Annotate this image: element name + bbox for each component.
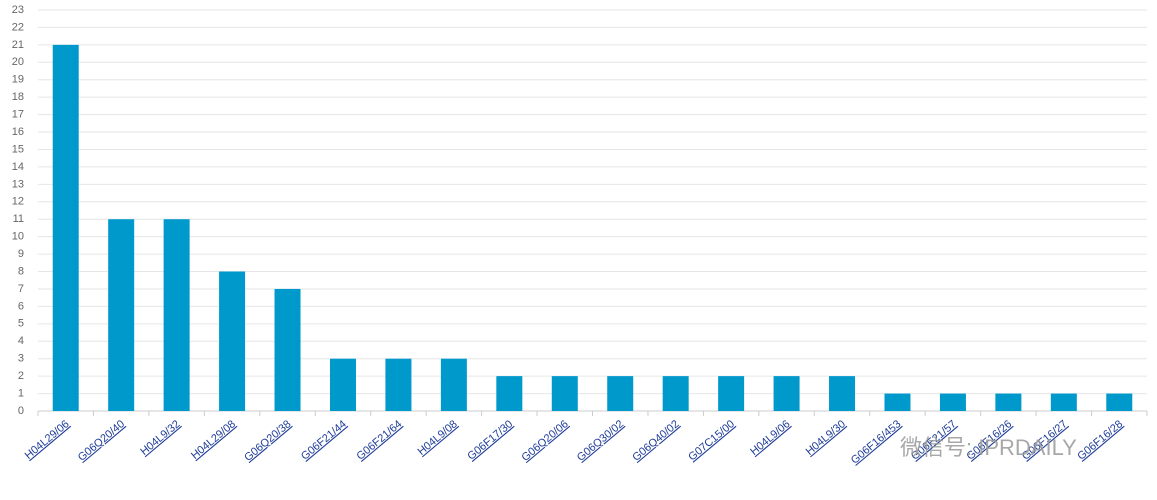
- y-tick-label: 14: [12, 161, 24, 173]
- x-tick-label: H04L29/08: [189, 418, 238, 462]
- x-tick-label: G06F16/453: [849, 418, 904, 467]
- y-tick-label: 23: [12, 4, 24, 16]
- y-tick-label: 4: [18, 335, 24, 347]
- y-tick-label: 21: [12, 39, 24, 51]
- x-tick-label: G06Q20/40: [76, 418, 127, 464]
- y-tick-label: 22: [12, 21, 24, 33]
- bar: [773, 376, 800, 411]
- y-tick-label: 18: [12, 91, 24, 103]
- y-tick-label: 15: [12, 143, 24, 155]
- x-tick-label: H04L9/32: [138, 418, 182, 458]
- bar: [219, 271, 246, 411]
- bar: [551, 376, 578, 411]
- bar: [884, 393, 911, 411]
- bar: [52, 44, 79, 411]
- y-tick-label: 1: [18, 387, 24, 399]
- x-tick-label: G06Q30/02: [575, 418, 626, 464]
- bar: [829, 376, 856, 411]
- y-tick-label: 17: [12, 109, 24, 121]
- bar: [718, 376, 745, 411]
- bar: [995, 393, 1022, 411]
- bar: [1050, 393, 1077, 411]
- y-tick-label: 9: [18, 248, 24, 260]
- x-tick-label: G06F16/28: [1075, 418, 1125, 463]
- bar: [939, 393, 966, 411]
- y-tick-label: 6: [18, 300, 24, 312]
- y-tick-label: 5: [18, 318, 24, 330]
- y-tick-label: 7: [18, 283, 24, 295]
- x-tick-label: G06Q40/02: [630, 418, 681, 464]
- x-tick-label: G06Q20/38: [242, 418, 293, 464]
- x-tick-label: G06F21/64: [354, 418, 404, 463]
- y-tick-label: 20: [12, 56, 24, 68]
- y-tick-label: 13: [12, 178, 24, 190]
- y-tick-label: 16: [12, 126, 24, 138]
- y-tick-label: 2: [18, 370, 24, 382]
- bar: [108, 219, 135, 411]
- x-tick-label: H04L9/08: [416, 418, 460, 458]
- x-tick-label: G07C15/00: [686, 418, 737, 463]
- bar: [329, 358, 356, 411]
- bar: [385, 358, 412, 411]
- y-tick-label: 8: [18, 265, 24, 277]
- x-tick-label: H04L9/30: [804, 418, 848, 458]
- y-tick-label: 12: [12, 196, 24, 208]
- x-tick-label: H04L9/06: [748, 418, 792, 458]
- x-tick-label: G06F21/44: [299, 418, 349, 463]
- bar: [274, 288, 301, 411]
- bar: [440, 358, 467, 411]
- bar: [496, 376, 523, 411]
- x-tick-label: H04L29/06: [23, 418, 72, 462]
- bar: [607, 376, 634, 411]
- y-tick-label: 0: [18, 405, 24, 417]
- bar: [662, 376, 689, 411]
- watermark: 微信号: IPRDAILY: [900, 435, 1077, 460]
- bar: [1106, 393, 1133, 411]
- x-tick-label: G06F17/30: [465, 418, 515, 463]
- x-tick-label: G06Q20/06: [519, 418, 570, 464]
- y-tick-label: 11: [13, 213, 24, 225]
- bar: [163, 219, 190, 411]
- y-tick-label: 19: [12, 74, 24, 86]
- y-tick-label: 3: [18, 353, 24, 365]
- y-tick-label: 10: [12, 231, 24, 243]
